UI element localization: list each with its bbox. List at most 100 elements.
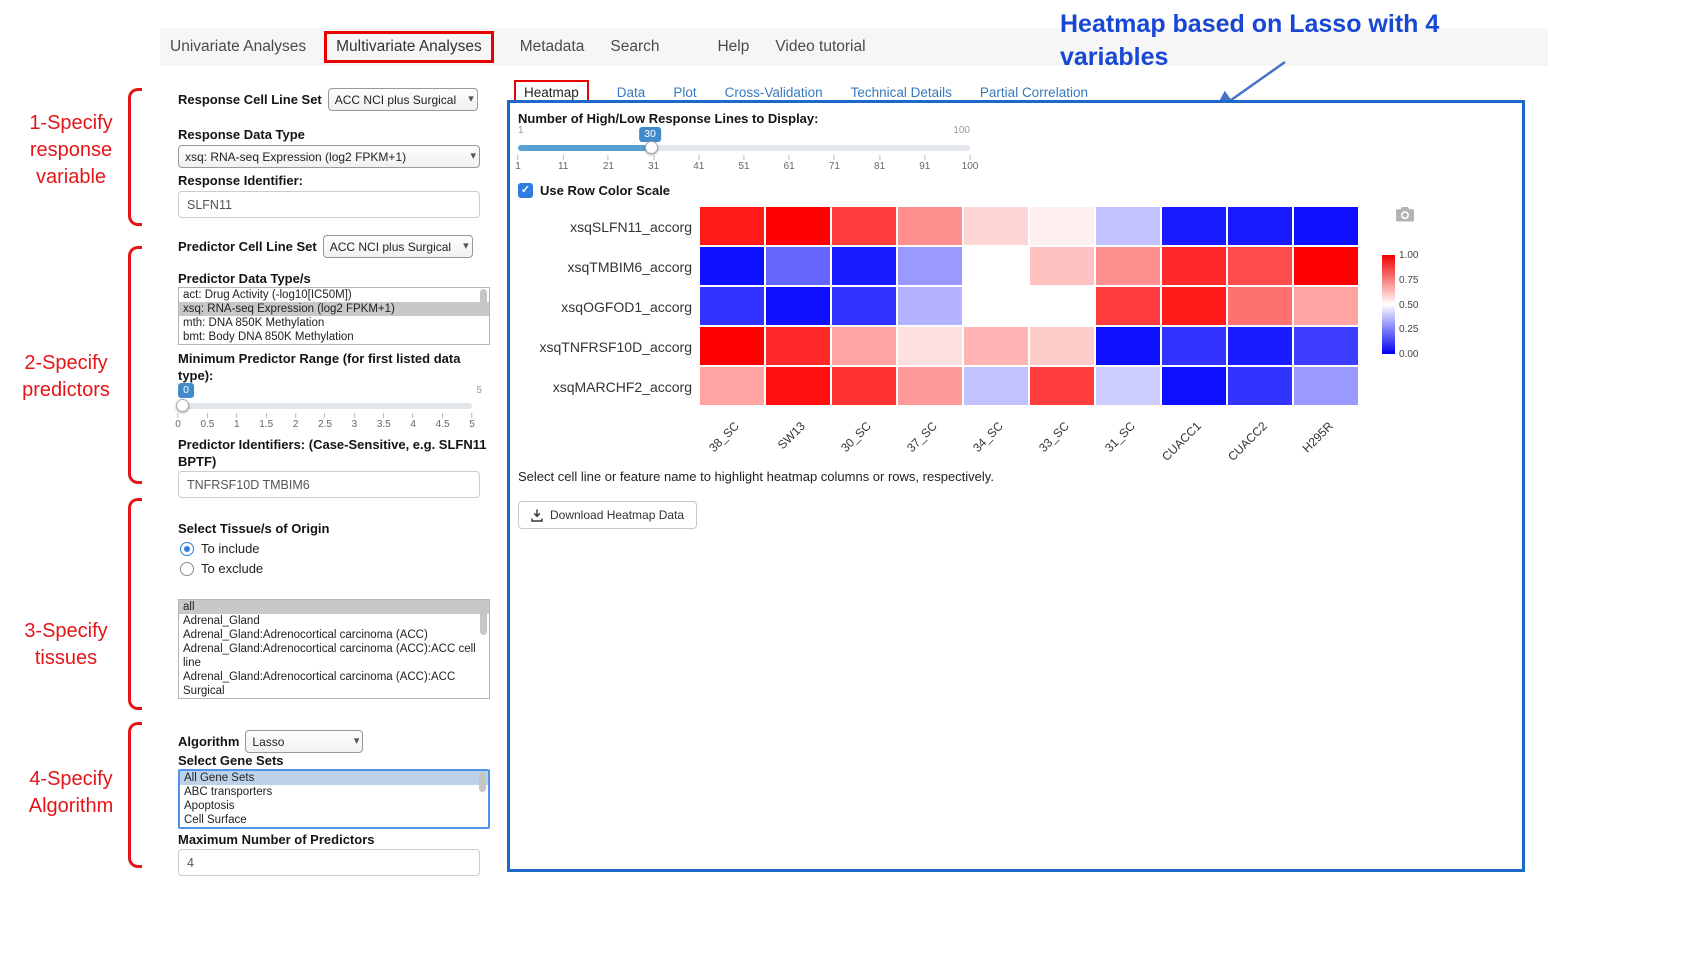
heatmap-cell-xsqmarchf2-accorg-31-sc[interactable] — [1096, 367, 1160, 405]
tab-plot[interactable]: Plot — [673, 84, 697, 100]
slider-handle[interactable] — [645, 141, 658, 154]
tissue-list[interactable]: all Adrenal_Gland Adrenal_Gland:Adrenocort… — [178, 599, 490, 699]
option-abc-transporters[interactable]: ABC transporters — [184, 786, 273, 798]
heatmap-cell-xsqmarchf2-accorg-33-sc[interactable] — [1030, 367, 1094, 405]
heatmap-row-label-xsqtnfrsf10d-accorg[interactable]: xsqTNFRSF10D_accorg — [539, 339, 693, 355]
heatmap-cell-xsqmarchf2-accorg-30-sc[interactable] — [832, 367, 896, 405]
scrollbar-thumb[interactable] — [479, 772, 486, 792]
heatmap-cell-xsqogfod1-accorg-30-sc[interactable] — [832, 287, 896, 325]
option-xsq-rna-seq-expression-log2-fpkm-1[interactable]: xsq: RNA-seq Expression (log2 FPKM+1) — [179, 302, 489, 316]
option-act-drug-activity-log10-ic50m[interactable]: act: Drug Activity (-log10[IC50M]) — [183, 289, 352, 301]
response-identifier-input[interactable] — [178, 191, 480, 218]
lines-slider[interactable] — [518, 141, 970, 154]
nav-item-multivariate-analyses[interactable]: Multivariate Analyses — [324, 31, 494, 63]
heatmap-cell-xsqtmbim6-accorg-cuacc1[interactable] — [1162, 247, 1226, 285]
heatmap-row-label-xsqmarchf2-accorg[interactable]: xsqMARCHF2_accorg — [552, 379, 692, 395]
option-mth-dna-850k-methylation[interactable]: mth: DNA 850K Methylation — [183, 317, 325, 329]
nav-item-metadata[interactable]: Metadata — [519, 38, 585, 55]
heatmap-cell-xsqslfn11-accorg-38-sc[interactable] — [700, 207, 764, 245]
heatmap-cell-xsqslfn11-accorg-sw13[interactable] — [766, 207, 830, 245]
heatmap-cell-xsqogfod1-accorg-33-sc[interactable] — [1030, 287, 1094, 325]
heatmap-cell-xsqtnfrsf10d-accorg-34-sc[interactable] — [964, 327, 1028, 365]
checkbox-checked-icon[interactable]: ✓ — [518, 183, 533, 198]
nav-item-univariate-analyses[interactable]: Univariate Analyses — [170, 38, 307, 55]
heatmap-cell-xsqtmbim6-accorg-34-sc[interactable] — [964, 247, 1028, 285]
nav-item-search[interactable]: Search — [610, 38, 660, 55]
heatmap-cell-xsqtmbim6-accorg-30-sc[interactable] — [832, 247, 896, 285]
heatmap-cell-xsqtmbim6-accorg-38-sc[interactable] — [700, 247, 764, 285]
heatmap-cell-xsqtmbim6-accorg-h295r[interactable] — [1294, 247, 1358, 285]
heatmap-cell-xsqmarchf2-accorg-h295r[interactable] — [1294, 367, 1358, 405]
heatmap-cell-xsqtnfrsf10d-accorg-37-sc[interactable] — [898, 327, 962, 365]
tab-partial-correlation[interactable]: Partial Correlation — [979, 84, 1088, 100]
heatmap-cell-xsqtnfrsf10d-accorg-31-sc[interactable] — [1096, 327, 1160, 365]
predictor-data-type-list[interactable]: act: Drug Activity (-log10[IC50M]) xsq: R… — [178, 287, 490, 345]
heatmap-cell-xsqogfod1-accorg-cuacc2[interactable] — [1228, 287, 1292, 325]
heatmap-cell-xsqogfod1-accorg-31-sc[interactable] — [1096, 287, 1160, 325]
tab-technical-details[interactable]: Technical Details — [850, 84, 952, 100]
algorithm-select[interactable]: Lasso ▾ — [245, 730, 364, 753]
heatmap-col-label-33-sc[interactable]: 33_SC — [1036, 419, 1072, 455]
heatmap-cell-xsqmarchf2-accorg-34-sc[interactable] — [964, 367, 1028, 405]
gene-set-list[interactable]: All Gene Sets ABC transporters Apoptosis Ce… — [178, 769, 490, 829]
option-all[interactable]: all — [179, 600, 489, 614]
heatmap-cell-xsqmarchf2-accorg-37-sc[interactable] — [898, 367, 962, 405]
slider-handle[interactable] — [176, 399, 189, 412]
option-apoptosis[interactable]: Apoptosis — [184, 800, 235, 812]
heatmap-col-label-31-sc[interactable]: 31_SC — [1102, 419, 1138, 455]
heatmap-cell-xsqtmbim6-accorg-sw13[interactable] — [766, 247, 830, 285]
heatmap-cell-xsqmarchf2-accorg-sw13[interactable] — [766, 367, 830, 405]
heatmap-col-label-cuacc2[interactable]: CUACC2 — [1225, 419, 1270, 464]
heatmap-cell-xsqogfod1-accorg-h295r[interactable] — [1294, 287, 1358, 325]
tissue-include-radio[interactable]: To include — [180, 541, 260, 556]
heatmap-cell-xsqmarchf2-accorg-38-sc[interactable] — [700, 367, 764, 405]
heatmap-col-label-cuacc1[interactable]: CUACC1 — [1159, 419, 1204, 464]
response-data-type-select[interactable]: xsq: RNA-seq Expression (log2 FPKM+1) ▾ — [178, 145, 480, 168]
nav-item-help[interactable]: Help — [717, 38, 750, 55]
response-cell-line-set-select[interactable]: ACC NCI plus Surgical ▾ — [327, 88, 478, 111]
heatmap-cell-xsqtnfrsf10d-accorg-cuacc1[interactable] — [1162, 327, 1226, 365]
option-bmt-body-dna-850k-methylation[interactable]: bmt: Body DNA 850K Methylation — [183, 331, 354, 343]
heatmap-cell-xsqmarchf2-accorg-cuacc1[interactable] — [1162, 367, 1226, 405]
heatmap-cell-xsqslfn11-accorg-33-sc[interactable] — [1030, 207, 1094, 245]
heatmap-cell-xsqtmbim6-accorg-31-sc[interactable] — [1096, 247, 1160, 285]
heatmap-cell-xsqogfod1-accorg-cuacc1[interactable] — [1162, 287, 1226, 325]
heatmap-cell-xsqslfn11-accorg-34-sc[interactable] — [964, 207, 1028, 245]
heatmap-cell-xsqogfod1-accorg-38-sc[interactable] — [700, 287, 764, 325]
row-color-scale-checkbox-row[interactable]: ✓ Use Row Color Scale — [518, 183, 670, 198]
tab-cross-validation[interactable]: Cross-Validation — [724, 84, 823, 100]
option-adrenal-gland[interactable]: Adrenal_Gland — [183, 615, 260, 627]
heatmap-cell-xsqtnfrsf10d-accorg-sw13[interactable] — [766, 327, 830, 365]
option-adrenal-gland-adrenocortical-carcinoma-acc-acc-surgical[interactable]: Adrenal_Gland:Adrenocortical carcinoma (… — [183, 671, 456, 697]
option-adrenal-gland-adrenocortical-carcinoma-acc[interactable]: Adrenal_Gland:Adrenocortical carcinoma (… — [183, 629, 428, 641]
option-adrenal-gland-adrenocortical-carcinoma-acc-acc-cell-line[interactable]: Adrenal_Gland:Adrenocortical carcinoma (… — [183, 643, 476, 669]
heatmap-cell-xsqslfn11-accorg-cuacc1[interactable] — [1162, 207, 1226, 245]
nav-item-video-tutorial[interactable]: Video tutorial — [775, 38, 866, 55]
heatmap-cell-xsqtnfrsf10d-accorg-cuacc2[interactable] — [1228, 327, 1292, 365]
heatmap-cell-xsqtnfrsf10d-accorg-30-sc[interactable] — [832, 327, 896, 365]
heatmap-row-label-xsqogfod1-accorg[interactable]: xsqOGFOD1_accorg — [561, 299, 692, 315]
scrollbar-thumb[interactable] — [480, 601, 487, 635]
heatmap-row-label-xsqslfn11-accorg[interactable]: xsqSLFN11_accorg — [570, 219, 692, 235]
heatmap-cell-xsqogfod1-accorg-sw13[interactable] — [766, 287, 830, 325]
tissue-exclude-radio[interactable]: To exclude — [180, 561, 263, 576]
option-cell-surface[interactable]: Cell Surface — [184, 814, 247, 826]
heatmap-cell-xsqslfn11-accorg-cuacc2[interactable] — [1228, 207, 1292, 245]
max-predictors-input[interactable] — [178, 849, 480, 876]
heatmap-cell-xsqtmbim6-accorg-cuacc2[interactable] — [1228, 247, 1292, 285]
heatmap-cell-xsqmarchf2-accorg-cuacc2[interactable] — [1228, 367, 1292, 405]
heatmap-cell-xsqtnfrsf10d-accorg-h295r[interactable] — [1294, 327, 1358, 365]
option-all-gene-sets[interactable]: All Gene Sets — [180, 771, 488, 785]
heatmap-col-label-h295r[interactable]: H295R — [1299, 419, 1336, 456]
heatmap-cell-xsqslfn11-accorg-h295r[interactable] — [1294, 207, 1358, 245]
heatmap-cell-xsqtnfrsf10d-accorg-38-sc[interactable] — [700, 327, 764, 365]
download-heatmap-data-button[interactable]: Download Heatmap Data — [518, 501, 698, 529]
heatmap-cell-xsqslfn11-accorg-37-sc[interactable] — [898, 207, 962, 245]
heatmap-cell-xsqslfn11-accorg-30-sc[interactable] — [832, 207, 896, 245]
tab-data[interactable]: Data — [616, 84, 646, 100]
heatmap-cell-xsqogfod1-accorg-34-sc[interactable] — [964, 287, 1028, 325]
predictor-identifiers-input[interactable] — [178, 471, 480, 498]
heatmap-row-label-xsqtmbim6-accorg[interactable]: xsqTMBIM6_accorg — [567, 259, 692, 275]
camera-icon[interactable] — [1396, 207, 1414, 222]
predictor-cell-line-set-select[interactable]: ACC NCI plus Surgical ▾ — [322, 235, 473, 258]
